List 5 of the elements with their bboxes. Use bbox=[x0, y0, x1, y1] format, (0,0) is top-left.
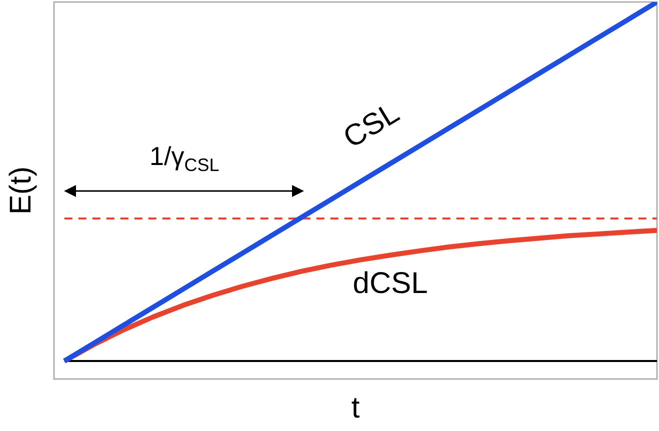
series-label: dCSL bbox=[352, 267, 428, 300]
y-axis-title: E(t) bbox=[4, 166, 38, 215]
text: CSL bbox=[338, 96, 405, 155]
annotation: 1/γ$_{CSL}$ bbox=[150, 140, 220, 176]
x-axis-title: t bbox=[351, 391, 360, 424]
